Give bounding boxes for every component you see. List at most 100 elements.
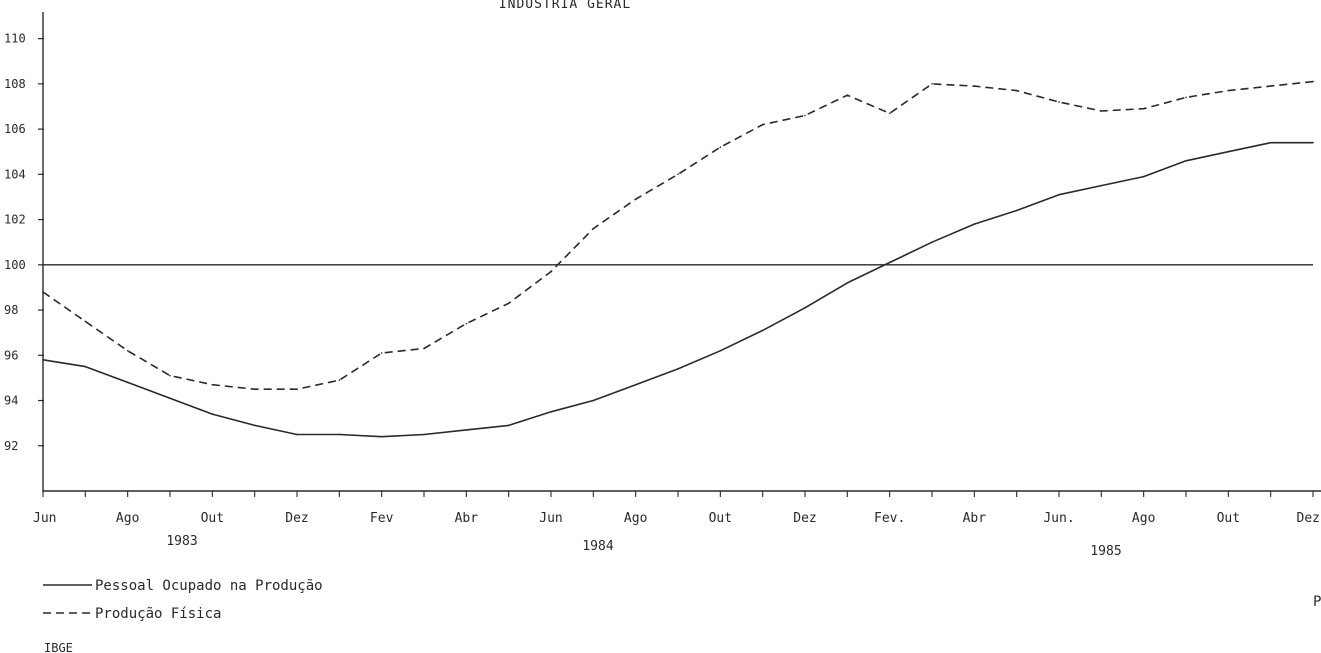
- data-point: [1058, 101, 1060, 103]
- x-tick-label: Ago: [1132, 511, 1155, 526]
- data-point: [423, 433, 425, 436]
- y-tick-label: 110: [4, 32, 26, 46]
- data-point: [253, 388, 256, 391]
- x-tick-label: Out: [1217, 511, 1240, 526]
- data-point: [888, 261, 891, 264]
- data-point: [592, 227, 595, 230]
- data-point: [846, 282, 849, 284]
- data-point: [126, 349, 129, 352]
- x-tick-label: Dez: [285, 511, 308, 526]
- year-label-1983: 1983: [166, 534, 197, 549]
- chart-title: INDÚSTRIA GERAL: [499, 0, 631, 12]
- data-point: [169, 397, 171, 400]
- x-tick-label: Jun: [33, 511, 56, 526]
- series-layer: [42, 80, 1314, 438]
- y-tick-label: 96: [4, 348, 18, 362]
- data-point: [253, 424, 256, 427]
- data-point: [761, 123, 764, 126]
- data-point: [1015, 209, 1018, 212]
- x-tick-label: Dez: [1297, 511, 1320, 526]
- data-point: [1227, 89, 1230, 92]
- data-point: [761, 329, 764, 332]
- legend: Pessoal Ocupado na Produção Produção Fís…: [43, 578, 323, 622]
- data-point: [550, 411, 552, 413]
- data-point: [804, 306, 806, 309]
- x-tick-label: Dez: [793, 511, 816, 526]
- y-tick-label: 92: [4, 439, 18, 453]
- data-point: [973, 85, 976, 87]
- x-tick-label: Out: [709, 511, 732, 526]
- data-point: [1269, 85, 1272, 87]
- x-tick-label: Out: [201, 511, 224, 526]
- data-point: [42, 291, 44, 293]
- data-point: [1312, 80, 1314, 83]
- x-tick-label: Ago: [624, 511, 647, 526]
- data-point: [1185, 96, 1187, 99]
- data-point: [211, 413, 214, 415]
- y-tick-label: 98: [4, 303, 18, 317]
- data-point: [1185, 159, 1187, 162]
- data-point: [931, 83, 933, 85]
- data-point: [634, 198, 637, 201]
- data-point: [888, 112, 891, 115]
- year-label-1985: 1985: [1090, 544, 1121, 559]
- data-point: [550, 270, 552, 273]
- data-point: [84, 320, 87, 323]
- data-point: [380, 352, 383, 354]
- x-tick-label: Jun: [539, 511, 562, 526]
- data-point: [211, 383, 214, 386]
- data-point: [296, 388, 298, 391]
- data-point: [1312, 141, 1314, 144]
- x-tick-label: Abr: [455, 511, 479, 526]
- y-axis-ticks: 92 94 96 98 100 102 104 106 108 110: [4, 32, 44, 453]
- series-line-producao-fisica: [42, 80, 1314, 391]
- data-point: [677, 173, 679, 176]
- data-point: [677, 368, 679, 370]
- x-tick-label: Jun.: [1043, 511, 1074, 526]
- source-label: IBGE: [44, 641, 73, 653]
- data-point: [42, 359, 44, 361]
- data-point: [296, 433, 298, 436]
- legend-label-pessoal: Pessoal Ocupado na Produção: [95, 578, 323, 594]
- data-point: [1227, 150, 1230, 153]
- data-point: [169, 374, 171, 377]
- data-point: [507, 424, 510, 427]
- legend-label-producao: Produção Física: [95, 606, 221, 622]
- data-point: [973, 223, 976, 225]
- x-axis-ticks: Jun Ago Out Dez Fev Abr Jun Ago Out Dez Fev. Abr Jun…: [33, 491, 1320, 526]
- data-point: [931, 241, 933, 243]
- data-point: [423, 347, 425, 350]
- data-point: [1142, 175, 1145, 178]
- data-point: [719, 146, 722, 148]
- y-tick-label: 100: [4, 258, 26, 272]
- data-point: [507, 302, 510, 305]
- data-point: [126, 381, 129, 384]
- y-tick-label: 102: [4, 213, 26, 227]
- data-point: [634, 383, 637, 386]
- y-tick-label: 104: [4, 167, 26, 181]
- data-point: [1269, 141, 1272, 144]
- data-point: [84, 365, 87, 368]
- series-line-pessoal-ocupado: [42, 141, 1313, 438]
- x-tick-label: Ago: [116, 511, 139, 526]
- data-point: [846, 94, 849, 96]
- y-tick-label: 106: [4, 122, 26, 136]
- x-tick-label: Fev.: [874, 511, 905, 526]
- x-tick-label: Abr: [963, 511, 987, 526]
- data-point: [1100, 184, 1103, 187]
- data-point: [1058, 193, 1060, 196]
- data-point: [338, 433, 341, 436]
- data-point: [719, 349, 722, 352]
- data-point: [380, 435, 383, 438]
- year-label-1984: 1984: [582, 539, 613, 554]
- corner-mark: P: [1313, 594, 1321, 610]
- data-point: [1100, 110, 1103, 112]
- x-tick-label: Fev: [370, 511, 394, 526]
- data-point: [1015, 89, 1018, 92]
- y-tick-label: 108: [4, 77, 26, 91]
- y-tick-label: 94: [4, 394, 18, 408]
- data-point: [592, 399, 595, 402]
- data-point: [338, 379, 341, 381]
- data-point: [465, 429, 468, 431]
